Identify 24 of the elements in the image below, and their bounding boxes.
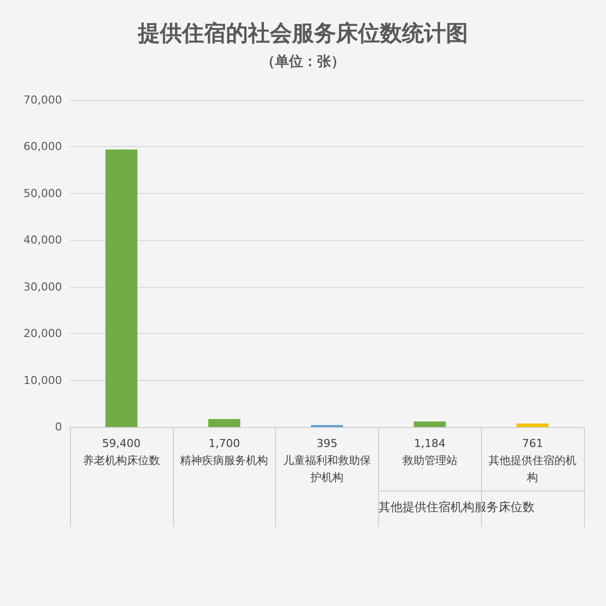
x-tick-label: 其他提供住宿的机构 — [488, 454, 577, 484]
data-label: 1,184 — [414, 437, 446, 450]
y-tick-label: 10,000 — [24, 374, 62, 387]
y-tick-label: 0 — [55, 420, 62, 434]
x-tick-label: 养老机构床位数 — [82, 454, 160, 467]
data-label: 1,700 — [208, 437, 240, 450]
y-tick-label: 30,000 — [24, 280, 62, 294]
chart-subtitle: （单位：张） — [261, 54, 345, 70]
bar — [208, 419, 240, 427]
chart-title: 提供住宿的社会服务床位数统计图 — [137, 20, 468, 46]
y-tick-label: 70,000 — [24, 94, 62, 106]
x-tick-label: 儿童福利和救助保护机构 — [283, 454, 371, 484]
y-tick-label: 20,000 — [24, 327, 62, 340]
y-tick-label: 50,000 — [24, 186, 62, 200]
x-tick-label: 精神疾病服务机构 — [180, 454, 268, 467]
data-label: 59,400 — [102, 437, 141, 450]
bar — [516, 423, 549, 427]
bar — [105, 150, 138, 427]
bar — [414, 421, 446, 427]
y-tick-label: 60,000 — [24, 140, 62, 154]
data-label: 395 — [316, 437, 338, 450]
data-label: 761 — [522, 437, 544, 450]
x-tick-label: 救助管理站 — [401, 454, 458, 467]
y-tick-label: 40,000 — [24, 234, 62, 247]
